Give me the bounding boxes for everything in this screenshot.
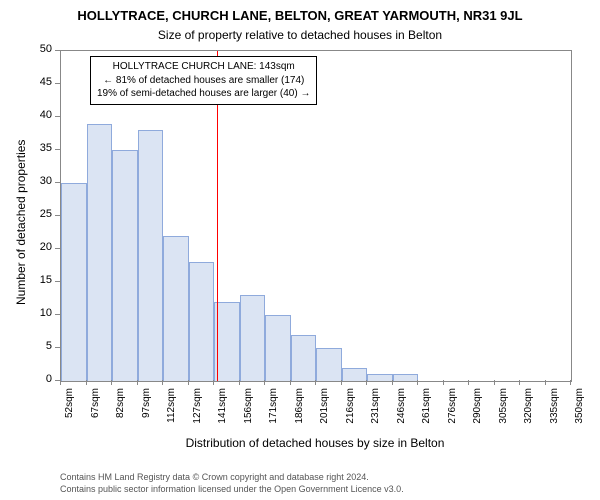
x-tick xyxy=(188,380,189,385)
histogram-bar xyxy=(87,124,113,381)
x-tick xyxy=(315,380,316,385)
x-tick xyxy=(137,380,138,385)
y-axis-label: Number of detached properties xyxy=(14,140,28,305)
x-axis-label: Distribution of detached houses by size … xyxy=(60,436,570,450)
annotation-line: 19% of semi-detached houses are larger (… xyxy=(97,87,310,101)
x-tick-label: 305sqm xyxy=(498,388,509,428)
x-tick-label: 216sqm xyxy=(345,388,356,428)
y-tick-label: 25 xyxy=(28,208,52,220)
histogram-bar xyxy=(367,374,393,381)
x-tick xyxy=(392,380,393,385)
y-tick-label: 30 xyxy=(28,175,52,187)
x-tick xyxy=(60,380,61,385)
x-tick-label: 246sqm xyxy=(396,388,407,428)
footer-line: Contains public sector information licen… xyxy=(60,484,404,496)
x-tick-label: 290sqm xyxy=(472,388,483,428)
x-tick-label: 67sqm xyxy=(90,388,101,428)
x-tick-label: 276sqm xyxy=(447,388,458,428)
x-tick-label: 231sqm xyxy=(370,388,381,428)
x-tick xyxy=(264,380,265,385)
x-tick-label: 261sqm xyxy=(421,388,432,428)
y-tick xyxy=(55,50,60,51)
y-tick xyxy=(55,281,60,282)
histogram-bar xyxy=(112,150,138,381)
chart-title-sub: Size of property relative to detached ho… xyxy=(0,28,600,42)
x-tick-label: 320sqm xyxy=(523,388,534,428)
x-tick-label: 186sqm xyxy=(294,388,305,428)
x-tick xyxy=(111,380,112,385)
x-tick-label: 52sqm xyxy=(64,388,75,428)
histogram-bar xyxy=(61,183,87,381)
y-tick-label: 40 xyxy=(28,109,52,121)
x-tick xyxy=(443,380,444,385)
x-tick xyxy=(417,380,418,385)
histogram-bar xyxy=(265,315,291,381)
histogram-bar xyxy=(240,295,266,381)
chart-container: HOLLYTRACE, CHURCH LANE, BELTON, GREAT Y… xyxy=(0,0,600,500)
x-tick-label: 156sqm xyxy=(243,388,254,428)
x-tick xyxy=(290,380,291,385)
x-tick xyxy=(341,380,342,385)
x-tick xyxy=(545,380,546,385)
y-tick-label: 15 xyxy=(28,274,52,286)
histogram-bar xyxy=(163,236,189,381)
y-tick-label: 5 xyxy=(28,340,52,352)
annotation-box: HOLLYTRACE CHURCH LANE: 143sqm ← 81% of … xyxy=(90,56,317,105)
y-tick xyxy=(55,347,60,348)
histogram-bar xyxy=(189,262,215,381)
x-tick-label: 335sqm xyxy=(549,388,560,428)
x-tick xyxy=(86,380,87,385)
x-tick-label: 112sqm xyxy=(166,388,177,428)
histogram-bar xyxy=(393,374,419,381)
histogram-bar xyxy=(214,302,240,381)
histogram-bar xyxy=(291,335,317,381)
x-tick-label: 127sqm xyxy=(192,388,203,428)
y-tick xyxy=(55,116,60,117)
y-tick-label: 0 xyxy=(28,373,52,385)
y-tick xyxy=(55,314,60,315)
x-tick-label: 350sqm xyxy=(574,388,585,428)
y-tick-label: 45 xyxy=(28,76,52,88)
chart-title-main: HOLLYTRACE, CHURCH LANE, BELTON, GREAT Y… xyxy=(0,8,600,23)
x-tick xyxy=(519,380,520,385)
x-tick xyxy=(213,380,214,385)
annotation-line: ← 81% of detached houses are smaller (17… xyxy=(97,74,310,88)
y-tick xyxy=(55,149,60,150)
y-tick xyxy=(55,182,60,183)
y-tick xyxy=(55,248,60,249)
x-tick xyxy=(570,380,571,385)
x-tick xyxy=(239,380,240,385)
x-tick-label: 171sqm xyxy=(268,388,279,428)
x-tick-label: 97sqm xyxy=(141,388,152,428)
x-tick xyxy=(366,380,367,385)
x-tick xyxy=(494,380,495,385)
histogram-bar xyxy=(342,368,368,381)
y-tick-label: 35 xyxy=(28,142,52,154)
y-tick-label: 20 xyxy=(28,241,52,253)
x-tick xyxy=(162,380,163,385)
footer-line: Contains HM Land Registry data © Crown c… xyxy=(60,472,404,484)
y-tick-label: 50 xyxy=(28,43,52,55)
x-tick-label: 201sqm xyxy=(319,388,330,428)
histogram-bar xyxy=(316,348,342,381)
y-tick xyxy=(55,83,60,84)
x-tick-label: 141sqm xyxy=(217,388,228,428)
y-tick-label: 10 xyxy=(28,307,52,319)
histogram-bar xyxy=(138,130,164,381)
y-tick xyxy=(55,215,60,216)
x-tick xyxy=(468,380,469,385)
annotation-line: HOLLYTRACE CHURCH LANE: 143sqm xyxy=(97,60,310,74)
footer-attribution: Contains HM Land Registry data © Crown c… xyxy=(60,472,404,495)
x-tick-label: 82sqm xyxy=(115,388,126,428)
